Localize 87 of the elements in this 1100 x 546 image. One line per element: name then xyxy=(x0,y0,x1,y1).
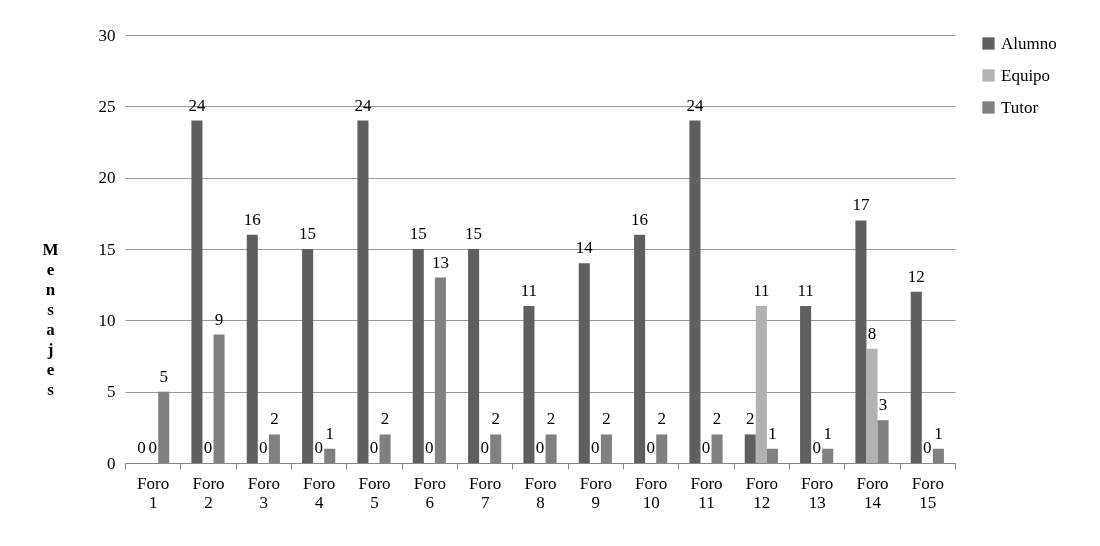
bar xyxy=(744,434,756,463)
x-tick-label: Foro 14 xyxy=(856,473,889,512)
data-label: 0 xyxy=(701,438,711,457)
legend-label: Equipo xyxy=(1001,65,1051,85)
data-label: 24 xyxy=(188,95,206,115)
x-tick-label: Foro 13 xyxy=(801,473,834,512)
bar xyxy=(246,234,258,463)
data-label: 2 xyxy=(546,409,556,429)
bar xyxy=(191,120,203,463)
data-label: 2 xyxy=(602,409,611,429)
data-label: 24 xyxy=(686,95,704,115)
data-label: 8 xyxy=(867,323,877,343)
data-label: 0 xyxy=(591,438,600,457)
data-label: 0 xyxy=(369,438,379,457)
y-tick-label: 30 xyxy=(98,25,116,45)
y-tick-label: 10 xyxy=(98,310,116,330)
bar xyxy=(755,306,767,463)
data-label: 2 xyxy=(657,409,666,429)
data-label: 2 xyxy=(746,409,755,429)
x-tick-label: Foro 11 xyxy=(690,473,723,512)
x-tick-label: Foro 1 xyxy=(137,473,170,512)
data-label: 5 xyxy=(159,366,168,386)
data-label: 1 xyxy=(934,423,943,443)
bar xyxy=(800,306,812,463)
data-label: 0 xyxy=(480,438,489,457)
y-tick-label: 25 xyxy=(98,96,116,116)
data-label: 1 xyxy=(325,423,334,443)
bar xyxy=(412,249,424,463)
x-tick-label: Foro 7 xyxy=(469,473,502,512)
legend-label: Alumno xyxy=(1001,33,1057,53)
bar xyxy=(578,263,590,463)
x-tick-label: Foro 10 xyxy=(635,473,668,512)
bar xyxy=(866,348,878,463)
bar xyxy=(910,291,922,463)
data-label: 15 xyxy=(465,224,483,243)
data-label: 2 xyxy=(380,409,390,429)
data-label: 11 xyxy=(753,281,770,301)
data-label: 24 xyxy=(354,95,372,115)
data-label: 0 xyxy=(148,438,157,457)
data-label: 2 xyxy=(712,409,722,429)
data-label: 2 xyxy=(491,409,500,429)
data-label: 0 xyxy=(812,438,821,457)
data-label: 0 xyxy=(137,438,146,457)
x-tick-label: Foro 9 xyxy=(579,473,612,512)
data-label: 13 xyxy=(431,252,449,272)
x-tick-label: Foro 15 xyxy=(911,473,944,512)
x-tick-label: Foro 5 xyxy=(358,473,391,512)
y-tick-label: 0 xyxy=(107,453,116,473)
y-tick-label: 15 xyxy=(98,239,116,259)
x-tick-label: Foro 8 xyxy=(524,473,557,512)
x-tick-label: Foro 6 xyxy=(413,473,446,512)
data-label: 15 xyxy=(409,224,427,243)
legend-label: Tutor xyxy=(1001,97,1039,117)
data-label: 1 xyxy=(768,423,777,443)
data-label: 14 xyxy=(575,238,594,258)
data-label: 17 xyxy=(852,195,870,215)
data-label: 9 xyxy=(214,309,224,329)
data-label: 11 xyxy=(797,281,814,301)
x-tick-label: Foro 4 xyxy=(303,473,336,512)
bar xyxy=(468,249,480,463)
bar xyxy=(689,120,701,463)
data-label: 1 xyxy=(823,423,832,443)
bar xyxy=(523,306,535,463)
data-label: 15 xyxy=(299,224,317,243)
y-axis-title: Mensajes xyxy=(42,239,59,399)
bar xyxy=(357,120,369,463)
data-label: 3 xyxy=(878,395,888,415)
data-label: 0 xyxy=(203,438,213,457)
data-label: 0 xyxy=(646,438,655,457)
data-label: 0 xyxy=(259,438,268,457)
data-label: 16 xyxy=(243,209,261,229)
data-label: 0 xyxy=(535,438,545,457)
data-label: 12 xyxy=(907,266,925,286)
y-tick-label: 5 xyxy=(107,382,116,402)
data-label: 11 xyxy=(520,281,538,301)
bar xyxy=(855,220,867,463)
bar xyxy=(634,234,646,463)
data-label: 0 xyxy=(314,438,323,457)
bar xyxy=(302,249,314,463)
x-tick-label: Foro 12 xyxy=(745,473,778,512)
x-tick-label: Foro 2 xyxy=(192,473,225,512)
data-label: 0 xyxy=(425,438,434,457)
y-tick-label: 20 xyxy=(98,168,116,188)
data-label: 2 xyxy=(270,409,279,429)
data-label: 0 xyxy=(923,438,932,457)
x-tick-label: Foro 3 xyxy=(247,473,280,512)
data-label: 16 xyxy=(631,209,649,229)
